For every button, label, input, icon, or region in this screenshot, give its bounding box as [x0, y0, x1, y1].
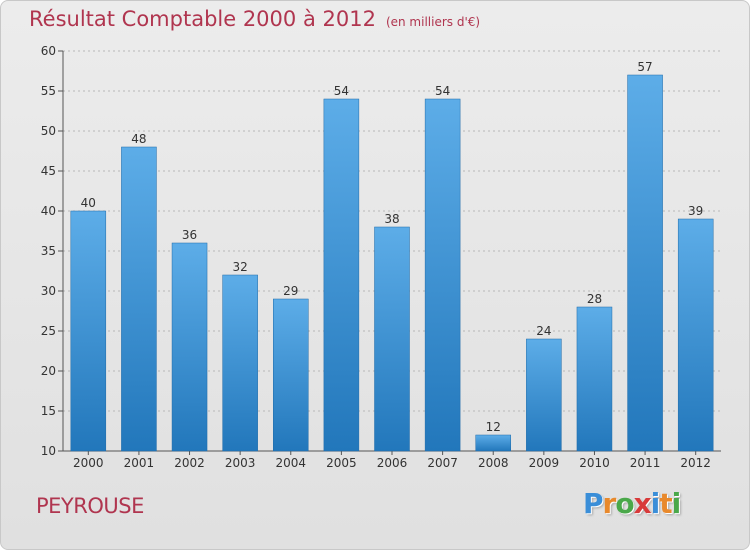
x-tick-label: 2001 — [124, 456, 155, 470]
bar — [121, 146, 157, 452]
x-tick-label: 2010 — [579, 456, 610, 470]
x-tick-label: 2011 — [630, 456, 661, 470]
proxiti-logo: Proxiti — [583, 487, 682, 520]
y-tick-label: 25 — [41, 324, 56, 338]
chart-title-text: Résultat Comptable 2000 à 2012 — [29, 7, 376, 31]
bar — [424, 98, 461, 452]
bar — [627, 74, 663, 452]
data-label: 29 — [283, 284, 298, 298]
x-tick-label: 2005 — [326, 456, 357, 470]
data-label: 57 — [637, 60, 652, 74]
data-label: 48 — [131, 132, 146, 146]
y-tick-label: 20 — [41, 364, 56, 378]
data-label: 12 — [486, 420, 501, 434]
bar — [475, 434, 511, 452]
x-tick-label: 2006 — [377, 456, 408, 470]
commune-name: PEYROUSE — [36, 494, 144, 518]
data-label: 24 — [536, 324, 551, 338]
x-tick-label: 2008 — [478, 456, 509, 470]
y-tick-label: 35 — [41, 244, 56, 258]
data-label: 36 — [182, 228, 197, 242]
bar — [222, 274, 258, 452]
logo-letter: t — [659, 487, 672, 520]
bar — [70, 210, 107, 452]
x-tick-label: 2002 — [174, 456, 205, 470]
logo-letter: P — [583, 487, 604, 520]
bar — [171, 242, 208, 452]
logo-letter: r — [602, 487, 617, 520]
x-tick-label: 2009 — [529, 456, 560, 470]
y-tick-label: 60 — [41, 44, 56, 58]
bar — [374, 226, 410, 452]
x-tick-label: 2000 — [73, 456, 104, 470]
chart-title: Résultat Comptable 2000 à 2012 (en millie… — [29, 7, 480, 31]
x-tick-label: 2007 — [427, 456, 458, 470]
data-label: 54 — [334, 84, 349, 98]
bar — [323, 98, 360, 452]
bar — [677, 218, 714, 452]
logo-letter: x — [633, 487, 652, 520]
y-tick-label: 55 — [41, 84, 56, 98]
x-tick-label: 2004 — [275, 456, 306, 470]
data-label: 32 — [233, 260, 248, 274]
y-tick-label: 15 — [41, 404, 56, 418]
data-label: 38 — [384, 212, 399, 226]
y-tick-label: 10 — [41, 444, 56, 458]
bar — [576, 306, 613, 452]
data-label: 28 — [587, 292, 602, 306]
y-tick-label: 50 — [41, 124, 56, 138]
labels: 10 15 20 25 30 35 40 45 50 55 60 2000 40 2001 48 2002 36… — [41, 44, 711, 470]
data-label: 40 — [81, 196, 96, 210]
logo-letter: i — [650, 487, 661, 520]
bars — [70, 74, 714, 452]
bar — [526, 338, 562, 452]
y-tick-label: 45 — [41, 164, 56, 178]
chart-subtitle: (en milliers d'€) — [385, 15, 481, 29]
logo-letter: i — [671, 487, 682, 520]
bar — [273, 298, 309, 452]
data-label: 39 — [688, 204, 703, 218]
x-tick-label: 2003 — [225, 456, 256, 470]
logo-letter: o — [615, 487, 634, 520]
y-tick-label: 40 — [41, 204, 56, 218]
y-tick-label: 30 — [41, 284, 56, 298]
data-label: 54 — [435, 84, 450, 98]
x-tick-label: 2012 — [680, 456, 711, 470]
